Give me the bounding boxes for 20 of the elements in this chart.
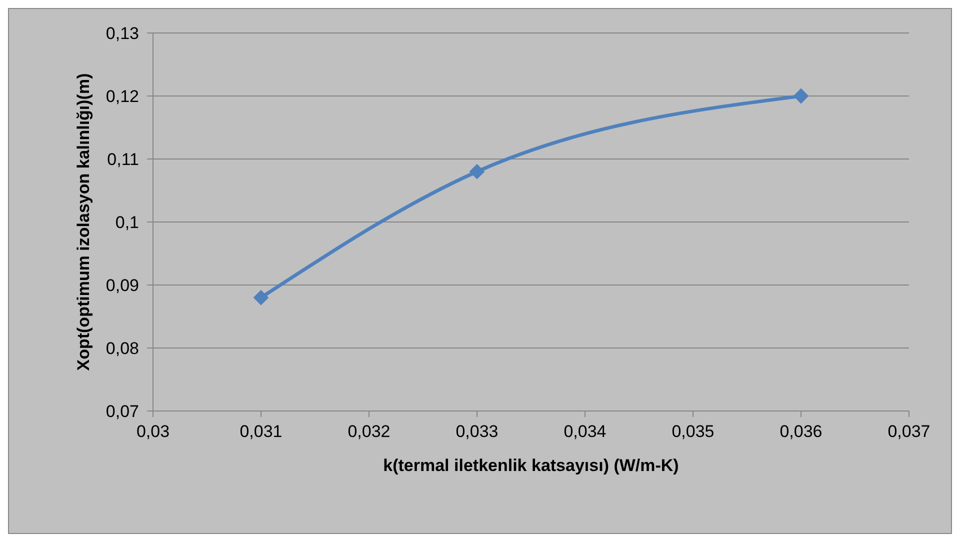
point — [254, 290, 268, 306]
x-tick-label: 0,034 — [564, 422, 606, 442]
x-tick-label: 0,037 — [888, 422, 930, 442]
x-tick-label: 0,033 — [456, 422, 498, 442]
y-tick-label: 0,12 — [106, 87, 139, 106]
y-tick-label: 0,11 — [107, 150, 139, 170]
x-tick-label: 0,03 — [136, 422, 170, 442]
y-tick-label: 0,07 — [106, 402, 139, 422]
x-tick-label: 0,032 — [348, 422, 390, 442]
y-tick-label: 0,08 — [106, 339, 139, 358]
y-tick-label: 0,13 — [106, 24, 139, 44]
point — [794, 88, 808, 104]
x-axis-title: k(termal iletkenlik katsayısı) (W/m-K) — [383, 456, 679, 475]
x-tick-label: 0,031 — [240, 422, 282, 442]
y-tick-label: 0,09 — [106, 276, 139, 296]
y-tick-label: 0,1 — [115, 213, 139, 232]
point — [470, 164, 484, 180]
x-tick-label: 0,036 — [780, 422, 822, 442]
y-axis-title: Xopt(optimum izolasyon kalınlığı)(m) — [74, 73, 94, 371]
x-tick-label: 0,035 — [672, 422, 714, 442]
